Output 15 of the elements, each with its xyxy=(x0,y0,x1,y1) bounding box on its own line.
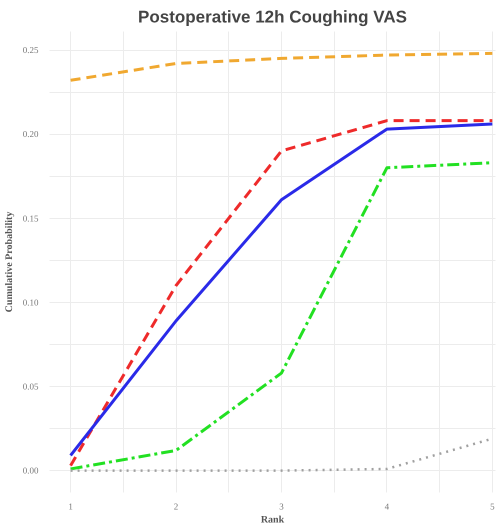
y-tick-label: 0.15 xyxy=(22,213,39,224)
x-tick-label: 5 xyxy=(490,502,496,512)
x-tick-label: 2 xyxy=(174,502,178,512)
y-tick-label: 0.10 xyxy=(22,297,39,308)
x-tick-label: 1 xyxy=(68,502,73,512)
y-tick-label: 0.25 xyxy=(22,45,39,56)
y-axis-title: Cumulative Probability xyxy=(4,212,15,312)
y-tick-label: 0.05 xyxy=(22,382,39,392)
x-axis-title: Rank xyxy=(260,514,285,526)
y-tick-label: 0.00 xyxy=(22,466,39,476)
chart-title: Postoperative 12h Coughing VAS xyxy=(138,8,407,26)
x-tick-label: 3 xyxy=(279,502,284,512)
line-series xyxy=(69,52,494,82)
x-tick-label: 4 xyxy=(384,502,390,512)
y-tick-label: 0.20 xyxy=(22,129,39,140)
